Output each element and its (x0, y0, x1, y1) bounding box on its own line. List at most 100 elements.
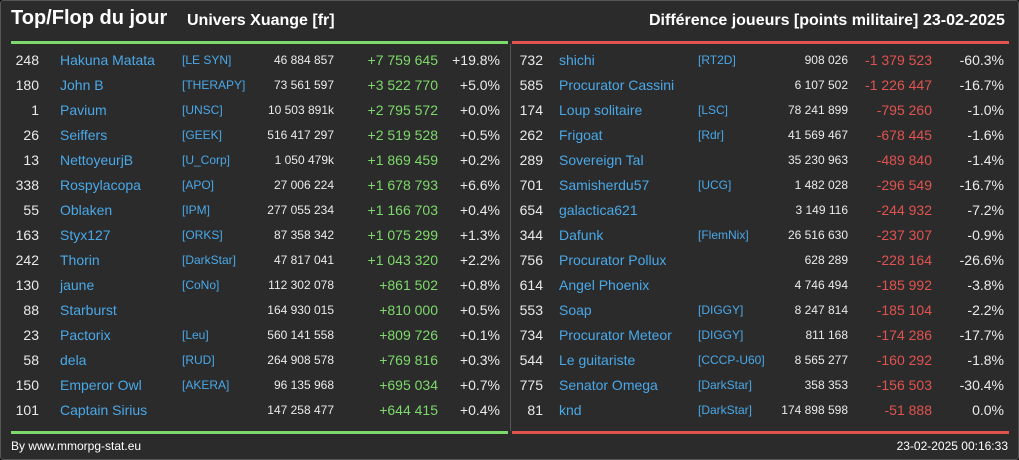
player-name-link[interactable]: Thorin (60, 252, 100, 268)
player-name-link[interactable]: Pactorix (60, 327, 111, 343)
top-bar-red (512, 41, 1009, 44)
alliance-tag-link[interactable]: [AKERA] (182, 378, 230, 392)
points-difference: -160 292 (876, 352, 932, 368)
player-name-link[interactable]: Dafunk (559, 227, 604, 243)
player-name-link[interactable]: Sovereign Tal (559, 152, 644, 168)
player-name-link[interactable]: Captain Sirius (60, 402, 148, 418)
player-rank: 150 (15, 377, 39, 393)
player-name-link[interactable]: Pavium (60, 102, 107, 118)
player-name-link[interactable]: Senator Omega (559, 377, 658, 393)
percent-change: +1.3% (459, 227, 500, 243)
military-points: 1 482 028 (794, 178, 848, 192)
alliance-tag-link[interactable]: [RT2D] (698, 53, 736, 67)
alliance-tag-link[interactable]: [U_Corp] (182, 153, 231, 167)
points-difference: +1 869 459 (367, 152, 438, 168)
alliance-tag-link[interactable]: [DarkStar] (182, 253, 237, 267)
military-points: 908 026 (804, 53, 848, 67)
player-name-link[interactable]: Loup solitaire (559, 102, 643, 118)
player-name-link[interactable]: Procurator Meteor (559, 327, 672, 343)
alliance-tag-link[interactable]: [LSC] (698, 103, 729, 117)
points-difference: -489 840 (876, 152, 932, 168)
flop-player-row: 262 Frigoat [Rdr] 41 569 467 -678 445 -1.6% (511, 123, 1018, 148)
points-difference: +2 795 572 (367, 102, 438, 118)
military-points: 47 817 041 (273, 253, 334, 267)
top-player-row: 248 Hakuna Matata [LE SYN] 46 884 857 +7 759… (1, 48, 510, 73)
alliance-tag-link[interactable]: [DarkStar] (698, 378, 753, 392)
points-difference: -678 445 (876, 127, 932, 143)
player-name-link[interactable]: Soap (559, 302, 592, 318)
flop-player-row: 344 Dafunk [FlemNix] 26 516 630 -237 307 -0.9… (511, 223, 1018, 248)
alliance-tag-link[interactable]: [RUD] (182, 353, 215, 367)
percent-change: -3.8% (967, 277, 1004, 293)
flop-player-row: 81 knd [DarkStar] 174 898 598 -51 888 0.0% (511, 398, 1018, 423)
military-points: 112 302 078 (268, 278, 334, 292)
points-difference: -185 104 (876, 302, 932, 318)
points-difference: +809 726 (379, 327, 438, 343)
military-points: 1 050 479k (274, 153, 334, 167)
player-name-link[interactable]: Le guitariste (559, 352, 636, 368)
percent-change: -1.4% (967, 152, 1004, 168)
percent-change: -26.6% (959, 252, 1004, 268)
military-points: 8 565 277 (794, 353, 848, 367)
points-difference: -244 932 (876, 202, 932, 218)
flop-player-row: 289 Sovereign Tal 35 230 963 -489 840 -1.4% (511, 148, 1018, 173)
player-rank: 101 (15, 402, 39, 418)
alliance-tag-link[interactable]: [IPM] (182, 203, 211, 217)
player-name-link[interactable]: Procurator Cassini (559, 77, 675, 93)
alliance-tag-link[interactable]: [ORKS] (182, 228, 223, 242)
player-name-link[interactable]: jaune (60, 277, 95, 293)
alliance-tag-link[interactable]: [DarkStar] (698, 403, 753, 417)
player-name-link[interactable]: Oblaken (60, 202, 113, 218)
top-player-row: 180 John B [THERAPY] 73 561 597 +3 522 770 +5… (1, 73, 510, 98)
percent-change: +0.2% (459, 152, 500, 168)
player-rank: 242 (15, 252, 39, 268)
alliance-tag-link[interactable]: [DIGGY] (698, 328, 744, 342)
player-name-link[interactable]: Styx127 (60, 227, 111, 243)
alliance-tag-link[interactable]: [UCG] (698, 178, 732, 192)
percent-change: -7.2% (967, 202, 1004, 218)
player-rank: 262 (519, 127, 543, 143)
alliance-tag-link[interactable]: [THERAPY] (182, 78, 246, 92)
player-name-link[interactable]: Emperor Owl (60, 377, 142, 393)
player-rank: 338 (15, 177, 39, 193)
column-divider (510, 44, 511, 431)
player-rank: 55 (23, 202, 39, 218)
alliance-tag-link[interactable]: [Rdr] (698, 128, 725, 142)
player-name-link[interactable]: Samisherdu57 (559, 177, 650, 193)
military-points: 4 746 494 (794, 278, 848, 292)
alliance-tag-link[interactable]: [APO] (182, 178, 215, 192)
player-name-link[interactable]: Hakuna Matata (60, 52, 155, 68)
player-rank: 544 (519, 352, 543, 368)
player-name-link[interactable]: NettoyeurjB (60, 152, 134, 168)
alliance-tag-link[interactable]: [CoNo] (182, 278, 220, 292)
player-name-link[interactable]: Starburst (60, 302, 117, 318)
alliance-tag-link[interactable]: [CCCP-U60] (698, 353, 765, 367)
player-name-link[interactable]: Rospylacopa (60, 177, 141, 193)
player-name-link[interactable]: Seiffers (60, 127, 108, 143)
player-name-link[interactable]: dela (60, 352, 87, 368)
alliance-tag-link[interactable]: [GEEK] (182, 128, 223, 142)
percent-change: +19.8% (452, 52, 500, 68)
percent-change: +0.0% (459, 102, 500, 118)
player-name-link[interactable]: Frigoat (559, 127, 603, 143)
military-points: 560 141 558 (267, 328, 334, 342)
bottom-bar-green (11, 431, 508, 434)
player-name-link[interactable]: galactica621 (559, 202, 638, 218)
military-points: 87 358 342 (273, 228, 334, 242)
player-name-link[interactable]: knd (559, 402, 582, 418)
player-name-link[interactable]: Angel Phoenix (559, 277, 650, 293)
player-name-link[interactable]: Procurator Pollux (559, 252, 667, 268)
alliance-tag-link[interactable]: [UNSC] (182, 103, 223, 117)
points-difference: -795 260 (876, 102, 932, 118)
player-name-link[interactable]: shichi (559, 52, 595, 68)
percent-change: +6.6% (459, 177, 500, 193)
alliance-tag-link[interactable]: [Leu] (182, 328, 209, 342)
military-points: 277 055 234 (267, 203, 334, 217)
top-player-row: 338 Rospylacopa [APO] 27 006 224 +1 678 793 +… (1, 173, 510, 198)
top-player-row: 23 Pactorix [Leu] 560 141 558 +809 726 +0.1% (1, 323, 510, 348)
alliance-tag-link[interactable]: [DIGGY] (698, 303, 744, 317)
alliance-tag-link[interactable]: [LE SYN] (182, 53, 232, 67)
alliance-tag-link[interactable]: [FlemNix] (698, 228, 749, 242)
player-rank: 163 (15, 227, 39, 243)
player-name-link[interactable]: John B (60, 77, 104, 93)
